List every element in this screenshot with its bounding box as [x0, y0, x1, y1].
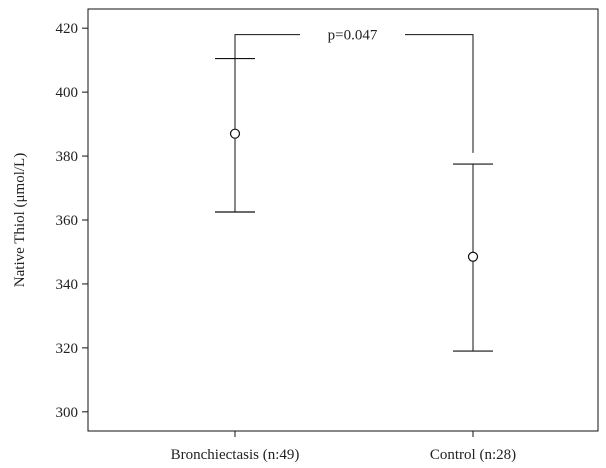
- mean-point: [229, 128, 241, 139]
- y-tick-label: 300: [56, 405, 79, 421]
- x-axis: Bronchiectasis (n:49) Control (n:28): [171, 431, 516, 463]
- bracket-right: [405, 34, 474, 153]
- y-axis-title: Native Thiol (μmol/L): [12, 153, 28, 287]
- significance-bracket: p=0.047: [234, 28, 474, 153]
- p-value-label: p=0.047: [328, 28, 378, 44]
- y-tick-label: 400: [56, 85, 79, 101]
- error-bars: [215, 57, 493, 352]
- y-tick-label: 360: [56, 213, 79, 229]
- x-tick-label: Control (n:28): [430, 447, 516, 463]
- bracket-left: [234, 34, 300, 59]
- y-tick-label: 320: [56, 341, 79, 357]
- mean-point: [467, 251, 479, 262]
- y-tick-label: 420: [56, 21, 79, 37]
- plot-frame: [87, 8, 599, 432]
- y-axis: 300 320 340 360 380 400 420: [56, 21, 88, 421]
- y-tick-label: 340: [56, 277, 79, 293]
- x-tick-label: Bronchiectasis (n:49): [171, 447, 300, 463]
- y-tick-label: 380: [56, 149, 79, 165]
